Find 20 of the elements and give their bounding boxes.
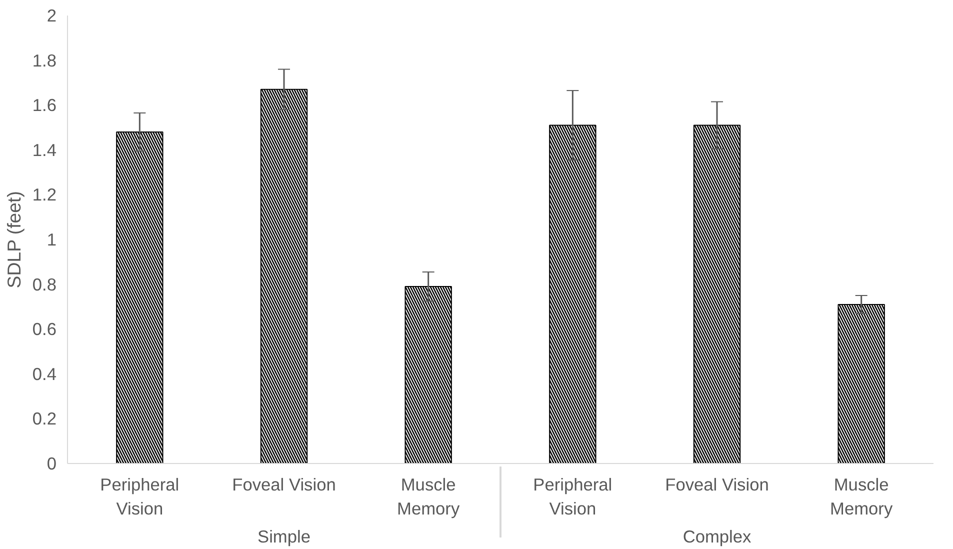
y-tick-label: 0.4 [32, 364, 57, 384]
x-tick-label: Peripheral Vision [533, 474, 612, 518]
x-tick-label: Muscle Memory [830, 474, 893, 518]
text: Simple [258, 526, 310, 546]
y-tick-label: 1.6 [32, 95, 57, 116]
x-tick-label: Foveal Vision [232, 474, 336, 494]
y-tick-label: 0.8 [32, 274, 57, 294]
x-tick-label: Muscle Memory [397, 474, 460, 518]
y-tick-label: 0.6 [32, 319, 57, 340]
y-tick-label: 1 [46, 230, 57, 250]
text: Complex [682, 526, 752, 546]
y-tick-label: 1.4 [32, 140, 57, 160]
x-tick-label: Peripheral Vision [100, 474, 180, 518]
y-tick-label: 1.8 [32, 50, 57, 70]
x-tick-label: Foveal Vision [665, 474, 769, 494]
y-axis-title: SDLP (feet) [3, 191, 24, 288]
y-tick-label: 1.2 [32, 184, 57, 205]
y-tick-label: 2 [46, 6, 57, 26]
y-tick-label: 0.2 [32, 408, 57, 429]
y-tick-label: 0 [46, 454, 57, 474]
